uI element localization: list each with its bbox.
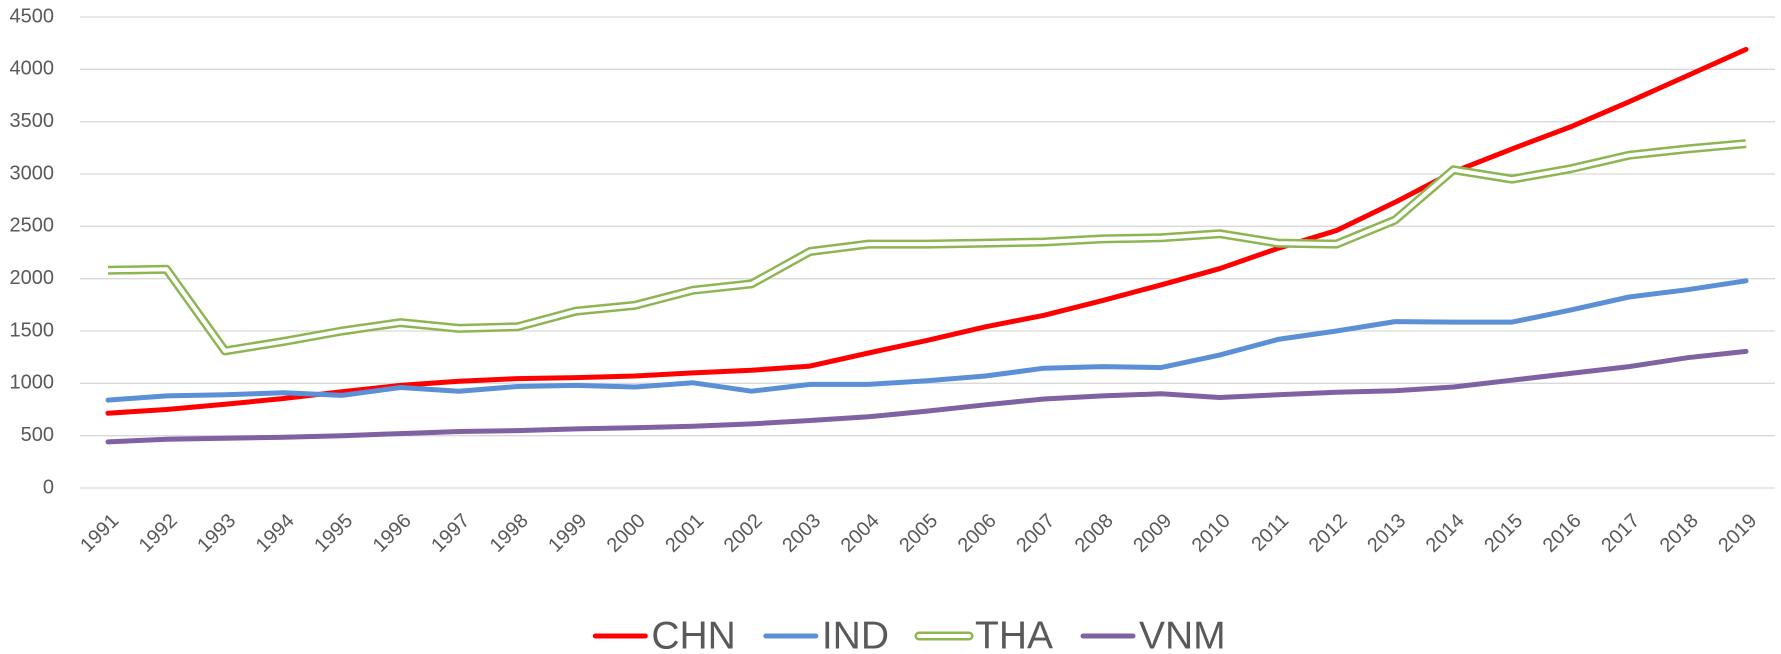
y-tick-label: 4000 — [10, 58, 55, 80]
x-tick-label: 2017 — [1597, 510, 1644, 557]
line — [105, 278, 1749, 403]
x-tick-label: 2000 — [603, 510, 650, 557]
x-tick-label: 2010 — [1188, 510, 1235, 557]
x-tick-label: 1998 — [486, 510, 533, 557]
x-tick-label: 1996 — [369, 510, 416, 557]
y-tick-label: 2500 — [10, 215, 55, 237]
x-tick-label: 1991 — [76, 510, 123, 557]
x-tick-label: 2012 — [1305, 510, 1352, 557]
x-tick-label: 1999 — [544, 510, 591, 557]
x-tick-label: 2001 — [661, 510, 708, 557]
y-tick-label: 0 — [43, 476, 54, 498]
x-tick-label: 2002 — [720, 510, 767, 557]
y-tick-label: 1000 — [10, 372, 55, 394]
x-tick-label: 2014 — [1422, 510, 1469, 557]
line — [105, 348, 1749, 445]
line — [105, 46, 1749, 416]
y-tick-label: 1500 — [10, 319, 55, 341]
y-tick-label: 500 — [21, 424, 54, 446]
legend-label: CHN — [651, 614, 736, 654]
x-tick-label: 2005 — [895, 510, 942, 557]
y-tick-label: 4500 — [10, 5, 55, 27]
legend-label: IND — [822, 614, 889, 654]
x-tick-label: 2003 — [778, 510, 825, 557]
x-tick-label: 2015 — [1480, 510, 1527, 557]
x-tick-label: 2007 — [1012, 510, 1059, 557]
y-tick-label: 2000 — [10, 267, 55, 289]
x-tick-label: 2019 — [1714, 510, 1761, 557]
x-tick-label: 2006 — [954, 510, 1001, 557]
line — [107, 141, 1747, 353]
x-tick-label: 1992 — [135, 510, 182, 557]
x-tick-label: 1995 — [310, 510, 357, 557]
x-tick-label: 2016 — [1539, 510, 1586, 557]
x-tick-label: 2018 — [1656, 510, 1703, 557]
y-tick-label: 3500 — [10, 110, 55, 132]
legend-label: THA — [975, 614, 1053, 654]
x-tick-label: 2009 — [1129, 510, 1176, 557]
x-tick-label: 1994 — [252, 510, 299, 557]
x-tick-label: 2008 — [1071, 510, 1118, 557]
x-tick-label: 1993 — [193, 510, 240, 557]
legend: CHN IND THA VNM — [592, 614, 1226, 654]
x-tick-label: 1997 — [427, 510, 474, 557]
legend-label: VNM — [1139, 614, 1226, 654]
x-tick-label: 2013 — [1363, 510, 1410, 557]
x-tick-label: 2004 — [837, 510, 884, 557]
y-tick-label: 3000 — [10, 162, 55, 184]
x-tick-label: 2011 — [1247, 510, 1293, 556]
